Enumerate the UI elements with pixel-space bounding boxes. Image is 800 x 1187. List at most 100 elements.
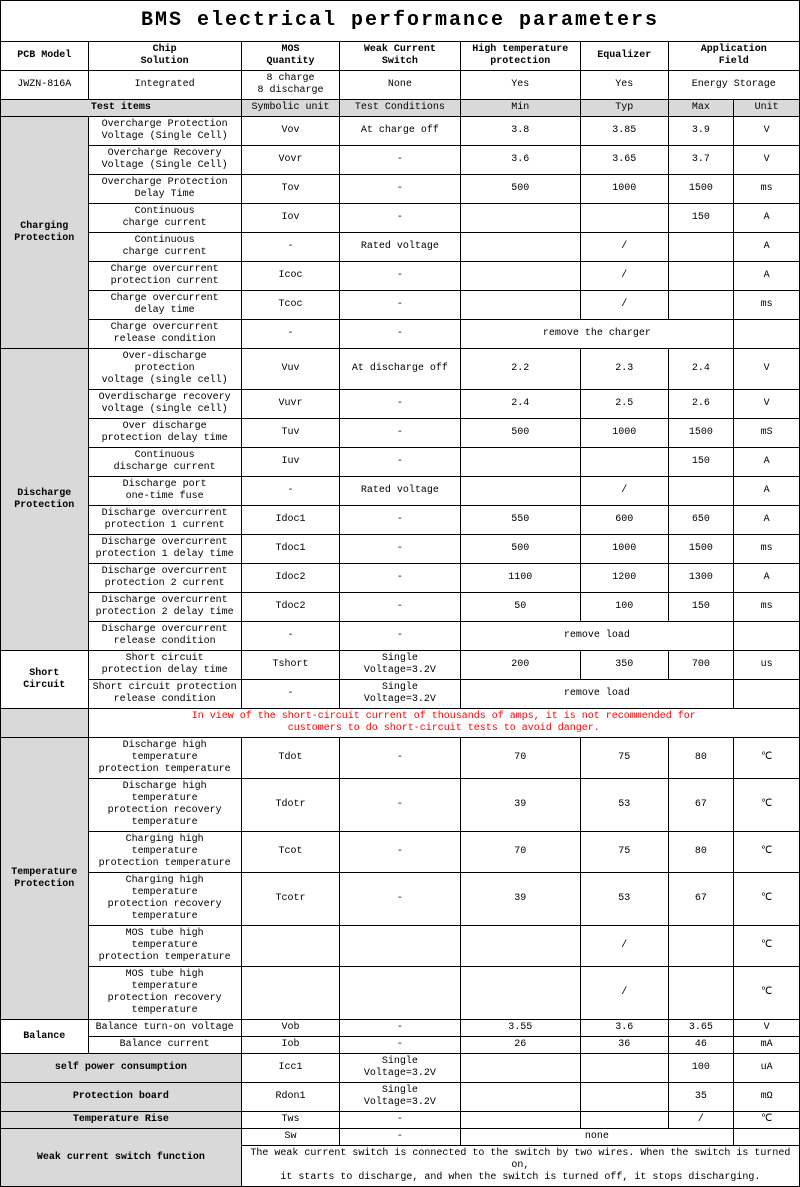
value-unit: uA: [734, 1054, 800, 1083]
value-unit: A: [734, 477, 800, 506]
value-typ: 3.6: [580, 1020, 668, 1037]
value-max: 1500: [668, 175, 734, 204]
test-condition: -: [340, 738, 460, 779]
value-min: [460, 204, 580, 233]
value-max: 650: [668, 506, 734, 535]
symbolic-unit: Tdot: [241, 738, 339, 779]
value-typ: 75: [580, 832, 668, 873]
value-application-field: Energy Storage: [668, 71, 799, 100]
value-unit: [734, 680, 800, 709]
value-min: [460, 477, 580, 506]
test-condition: Single Voltage=3.2V: [340, 1083, 460, 1112]
test-condition: -: [340, 622, 460, 651]
value-unit: A: [734, 448, 800, 477]
value-unit: A: [734, 506, 800, 535]
value-min: 3.6: [460, 146, 580, 175]
value-min: 26: [460, 1037, 580, 1054]
symbolic-unit: Vovr: [241, 146, 339, 175]
value-typ: [580, 448, 668, 477]
section-label: ChargingProtection: [1, 117, 89, 349]
value-min: 3.8: [460, 117, 580, 146]
value-min: [460, 1054, 580, 1083]
test-condition: Single Voltage=3.2V: [340, 1054, 460, 1083]
subheader-min: Min: [460, 100, 580, 117]
test-condition: -: [340, 390, 460, 419]
symbolic-unit: [241, 926, 339, 967]
test-item: Discharge high temperatureprotection rec…: [88, 779, 241, 832]
value-min: [460, 233, 580, 262]
value-min: [460, 1112, 580, 1129]
value-typ: 2.5: [580, 390, 668, 419]
value-max: [668, 233, 734, 262]
test-condition: -: [340, 146, 460, 175]
value-max: 46: [668, 1037, 734, 1054]
value-max: 150: [668, 204, 734, 233]
test-condition: [340, 926, 460, 967]
merged-value: remove load: [460, 680, 734, 709]
value-min: 2.4: [460, 390, 580, 419]
simple-row-label: Temperature Rise: [1, 1112, 242, 1129]
symbolic-unit: [241, 967, 339, 1020]
value-min: 39: [460, 873, 580, 926]
value-typ: 75: [580, 738, 668, 779]
value-typ: [580, 1054, 668, 1083]
value-min: 70: [460, 832, 580, 873]
value-min: 50: [460, 593, 580, 622]
test-item: Overcharge RecoveryVoltage (Single Cell): [88, 146, 241, 175]
value-unit: A: [734, 262, 800, 291]
value-unit: mS: [734, 419, 800, 448]
value-typ: 600: [580, 506, 668, 535]
test-item: Discharge high temperatureprotection tem…: [88, 738, 241, 779]
value-unit: ms: [734, 291, 800, 320]
test-condition: -: [340, 291, 460, 320]
value-unit: A: [734, 204, 800, 233]
test-condition: -: [340, 419, 460, 448]
symbolic-unit: Vuv: [241, 349, 339, 390]
value-unit: us: [734, 651, 800, 680]
symbolic-unit: Iov: [241, 204, 339, 233]
test-item: Overcharge ProtectionVoltage (Single Cel…: [88, 117, 241, 146]
value-weak-current-switch: None: [340, 71, 460, 100]
value-typ: 1200: [580, 564, 668, 593]
value-max: 80: [668, 832, 734, 873]
value-pcb-model: JWZN-816A: [1, 71, 89, 100]
test-item: Continuouscharge current: [88, 204, 241, 233]
value-max: 1500: [668, 535, 734, 564]
header-pcb-model: PCB Model: [1, 42, 89, 71]
test-item: Balance current: [88, 1037, 241, 1054]
value-min: 39: [460, 779, 580, 832]
test-item: Charging high temperatureprotection temp…: [88, 832, 241, 873]
value-unit: V: [734, 117, 800, 146]
value-unit: V: [734, 390, 800, 419]
value-min: [460, 448, 580, 477]
value-max: [668, 926, 734, 967]
symbolic-unit: Vuvr: [241, 390, 339, 419]
value-unit: mΩ: [734, 1083, 800, 1112]
simple-row-label: self power consumption: [1, 1054, 242, 1083]
value-mos-quantity: 8 charge8 discharge: [241, 71, 339, 100]
section-label: DischargeProtection: [1, 349, 89, 651]
simple-row-label: Protection board: [1, 1083, 242, 1112]
test-item: Discharge overcurrentprotection 1 curren…: [88, 506, 241, 535]
header-high-temp-protection: High temperatureprotection: [460, 42, 580, 71]
subheader-typ: Typ: [580, 100, 668, 117]
value-max: 3.65: [668, 1020, 734, 1037]
value-typ: /: [580, 291, 668, 320]
test-condition: Rated voltage: [340, 477, 460, 506]
test-condition: Single Voltage=3.2V: [340, 680, 460, 709]
test-condition: Rated voltage: [340, 233, 460, 262]
symbolic-unit: -: [241, 233, 339, 262]
symbolic-unit: Tcot: [241, 832, 339, 873]
test-item: Charge overcurrentprotection current: [88, 262, 241, 291]
value-unit: ℃: [734, 832, 800, 873]
value-unit: V: [734, 1020, 800, 1037]
test-condition: -: [340, 1129, 460, 1146]
value-min: [460, 262, 580, 291]
value-typ: /: [580, 926, 668, 967]
symbolic-unit: Tuv: [241, 419, 339, 448]
value-unit: [734, 622, 800, 651]
page-title: BMS electrical performance parameters: [1, 1, 800, 42]
value-unit: V: [734, 146, 800, 175]
value-unit: A: [734, 564, 800, 593]
value-min: 70: [460, 738, 580, 779]
